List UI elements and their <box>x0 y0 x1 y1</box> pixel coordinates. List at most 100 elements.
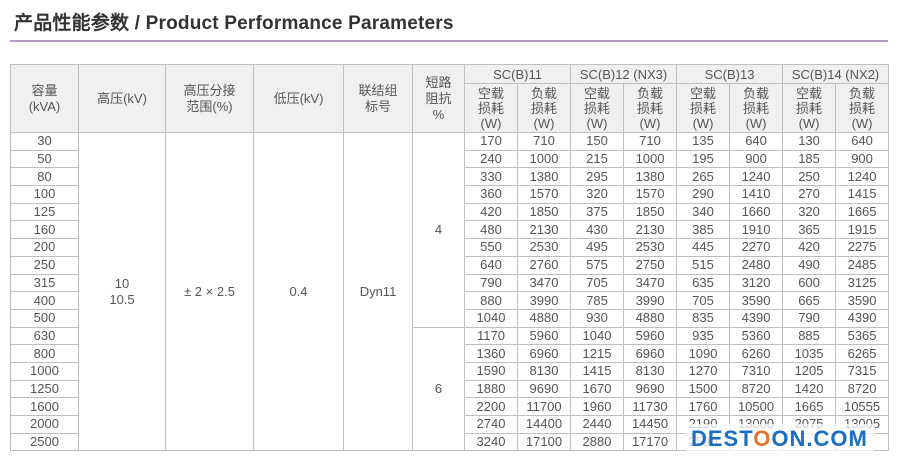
tap-range-merged-cell: ± 2 × 2.5 <box>165 131 254 452</box>
table-row: 500 1040 4880 930 4880 835 4390 790 4390 <box>10 308 890 328</box>
hv-merged-cell: 10 10.5 <box>78 131 166 452</box>
load-loss-cell: 1910 <box>729 220 784 240</box>
noload-loss-cell: 705 <box>676 291 731 310</box>
noload-loss-cell: 790 <box>464 273 518 293</box>
noload-loss-cell: 885 <box>782 326 837 346</box>
load-loss-cell: 1850 <box>516 202 572 222</box>
load-loss-cell: 4880 <box>516 308 572 328</box>
table-row: 50 240 1000 215 1000 195 900 185 900 <box>10 149 890 169</box>
capacity-cell: 250 <box>10 255 79 275</box>
load-loss-cell: 1915 <box>835 220 890 240</box>
parameters-table: 容量 (kVA) 高压(kV) 高压分接 范围(%) 低压(kV) 联结组 标号 短路… <box>10 64 890 452</box>
load-loss-cell: 1850 <box>623 202 678 222</box>
noload-loss-cell: 515 <box>676 255 731 275</box>
noload-loss-cell: 240 <box>464 149 518 169</box>
noload-loss-cell: 320 <box>570 185 625 204</box>
load-loss-cell: 710 <box>516 132 572 151</box>
load-loss-cell: 17170 <box>623 432 678 452</box>
load-loss-cell: 3470 <box>623 273 678 293</box>
load-loss-cell: 2480 <box>729 255 784 275</box>
noload-loss-cell: 1420 <box>782 379 837 399</box>
load-loss-cell: 1240 <box>835 167 890 187</box>
capacity-cell: 1600 <box>10 397 79 416</box>
noload-loss-cell: 635 <box>676 273 731 293</box>
table-row: 1000 1590 8130 1415 8130 1270 7310 1205 7315 <box>10 361 890 381</box>
table-body: 30 10 10.5 ± 2 × 2.5 0.4 Dyn11 4 170 710 150 710 13… <box>10 131 890 452</box>
noload-loss-cell: 495 <box>570 238 625 257</box>
noload-loss-cell: 600 <box>782 273 837 293</box>
load-loss-cell: 6260 <box>729 344 784 363</box>
load-loss-cell: 3590 <box>729 291 784 310</box>
noload-loss-cell: 1670 <box>570 379 625 399</box>
load-loss-cell: 900 <box>729 149 784 169</box>
header-impedance: 短路 阻抗% <box>412 64 465 133</box>
load-loss-cell: 5960 <box>516 326 572 346</box>
load-loss-cell: 4390 <box>835 308 890 328</box>
table-row: 30 10 10.5 ± 2 × 2.5 0.4 Dyn11 4 170 710 150 710 13… <box>10 131 890 452</box>
load-loss-cell: 8720 <box>729 379 784 399</box>
noload-loss-cell: 185 <box>782 149 837 169</box>
capacity-cell: 160 <box>10 220 79 240</box>
impedance-merged-cell: 4 <box>412 132 465 328</box>
noload-loss-cell: 1270 <box>676 361 731 381</box>
vector-group-merged-cell: Dyn11 <box>343 131 413 452</box>
noload-loss-cell: 135 <box>676 132 731 151</box>
load-loss-cell: 1000 <box>516 149 572 169</box>
noload-loss-cell: 1415 <box>570 361 625 381</box>
table-row: 125 420 1850 375 1850 340 1660 320 1665 <box>10 202 890 222</box>
noload-loss-cell: 1665 <box>782 397 837 416</box>
noload-loss-cell: 1090 <box>676 344 731 363</box>
load-loss-cell: 4390 <box>729 308 784 328</box>
capacity-cell: 125 <box>10 202 79 222</box>
noload-loss-cell: 2200 <box>464 397 518 416</box>
title-divider <box>10 40 888 42</box>
load-loss-cell: 2275 <box>835 238 890 257</box>
load-loss-cell: 8130 <box>516 361 572 381</box>
noload-loss-cell: 1205 <box>782 361 837 381</box>
noload-loss-cell: 195 <box>676 149 731 169</box>
header-group-scb12: SC(B)12 (NX3) <box>570 64 678 84</box>
noload-loss-cell: 705 <box>570 273 625 293</box>
load-loss-cell: 2485 <box>835 255 890 275</box>
noload-loss-cell: 150 <box>570 132 625 151</box>
load-loss-cell: 4880 <box>623 308 678 328</box>
load-loss-cell: 640 <box>835 132 890 151</box>
noload-loss-cell: 575 <box>570 255 625 275</box>
noload-loss-cell: 785 <box>570 291 625 310</box>
load-loss-cell: 17100 <box>516 432 572 452</box>
load-loss-cell: 6265 <box>835 344 890 363</box>
noload-loss-cell: 640 <box>464 255 518 275</box>
capacity-cell: 315 <box>10 273 79 293</box>
load-loss-cell: 3125 <box>835 273 890 293</box>
load-loss-cell: 10555 <box>835 397 890 416</box>
header-group-scb11: SC(B)11 <box>463 64 572 84</box>
table-row: 80 330 1380 295 1380 265 1240 250 1240 <box>10 167 890 187</box>
load-loss-cell: 1380 <box>623 167 678 187</box>
impedance-merged-cell: 6 <box>412 326 465 452</box>
noload-loss-cell: 445 <box>676 238 731 257</box>
header-load-loss: 负载 损耗 (W) <box>835 83 890 133</box>
load-loss-cell: 3990 <box>516 291 572 310</box>
table-row: 630 6 1170 5960 1040 5960 935 5360 885 5365 <box>10 326 890 452</box>
noload-loss-cell: 1960 <box>570 397 625 416</box>
noload-loss-cell: 330 <box>464 167 518 187</box>
header-group-scb14: SC(B)14 (NX2) <box>782 64 890 84</box>
load-loss-cell: 1665 <box>835 202 890 222</box>
noload-loss-cell: 480 <box>464 220 518 240</box>
load-loss-cell: 14450 <box>623 415 678 434</box>
noload-loss-cell: 290 <box>676 185 731 204</box>
capacity-cell: 2500 <box>10 432 79 452</box>
capacity-cell: 500 <box>10 308 79 328</box>
noload-loss-cell: 3240 <box>464 432 518 452</box>
load-loss-cell: 3590 <box>835 291 890 310</box>
noload-loss-cell: 1360 <box>464 344 518 363</box>
load-loss-cell: 2130 <box>623 220 678 240</box>
load-loss-cell: 7315 <box>835 361 890 381</box>
load-loss-cell: 9690 <box>623 379 678 399</box>
noload-loss-cell: 880 <box>464 291 518 310</box>
load-loss-cell: 9690 <box>516 379 572 399</box>
table-row: 800 1360 6960 1215 6960 1090 6260 1035 6265 <box>10 344 890 363</box>
load-loss-cell: 3990 <box>623 291 678 310</box>
load-loss-cell: 1410 <box>729 185 784 204</box>
noload-loss-cell: 1215 <box>570 344 625 363</box>
